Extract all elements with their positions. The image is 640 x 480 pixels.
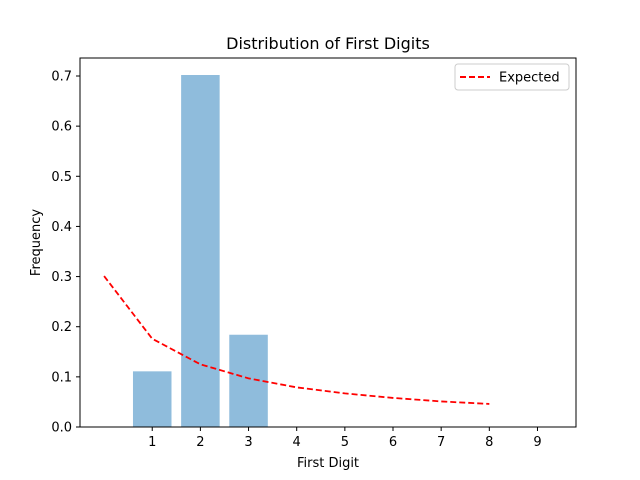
- x-tick-label: 3: [244, 435, 252, 450]
- x-tick-label: 1: [148, 435, 156, 450]
- y-tick-label: 0.5: [51, 170, 72, 185]
- x-tick-label: 5: [341, 435, 349, 450]
- x-axis-label: First Digit: [297, 456, 359, 471]
- line-layer: [103, 275, 490, 405]
- y-tick-label: 0.2: [51, 320, 72, 335]
- series-line-expected: [103, 275, 490, 405]
- chart-title: Distribution of First Digits: [226, 34, 430, 53]
- bar-digit-3: [229, 334, 268, 427]
- x-tick-label: 4: [293, 435, 301, 450]
- legend: Expected: [454, 63, 570, 91]
- bar-digit-1: [132, 371, 172, 427]
- y-axis-label: Frequency: [29, 209, 44, 276]
- y-tick-label: 0.7: [51, 70, 72, 85]
- plot-frame: [79, 57, 577, 428]
- y-ticks: 0.0 0.1 0.2 0.3 0.4 0.5 0.6 0.7: [51, 70, 80, 436]
- x-tick-label: 9: [533, 435, 541, 450]
- x-ticks: 1 2 3 4 5 6 7 8 9: [148, 427, 542, 450]
- x-tick-label: 8: [485, 435, 493, 450]
- x-tick-label: 6: [389, 435, 397, 450]
- bars-layer: [132, 74, 268, 428]
- y-tick-label: 0.4: [51, 220, 72, 235]
- bar-digit-2: [181, 74, 220, 428]
- x-tick-label: 7: [437, 435, 445, 450]
- y-tick-label: 0.0: [51, 421, 72, 436]
- legend-box: [454, 63, 570, 91]
- y-tick-label: 0.6: [51, 120, 72, 135]
- y-tick-label: 0.3: [51, 270, 72, 285]
- legend-label-expected: Expected: [499, 71, 560, 86]
- y-tick-label: 0.1: [51, 370, 72, 385]
- x-tick-label: 2: [196, 435, 204, 450]
